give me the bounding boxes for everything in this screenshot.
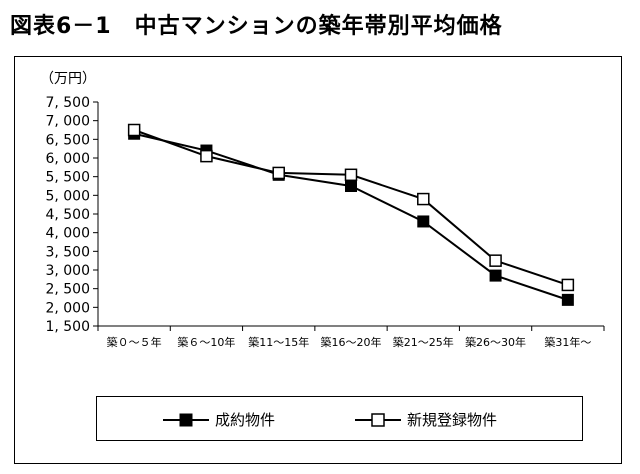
y-tick-label: 6, 000 [45, 151, 90, 167]
data-point-open-square [127, 123, 141, 137]
open-square-marker-icon [355, 412, 401, 427]
data-point-filled-square [345, 180, 357, 192]
y-tick-label: 7, 500 [45, 95, 90, 111]
series-group [127, 123, 575, 306]
series-line [133, 132, 569, 301]
x-category-label: 築０～５年 [107, 335, 162, 349]
y-tick-label: 5, 000 [45, 188, 90, 204]
legend: 成約物件 新規登録物件 [96, 396, 583, 441]
page-title: 図表6－1 中古マンションの築年帯別平均価格 [10, 14, 503, 39]
filled-square-marker-icon [163, 413, 209, 426]
x-category-labels: 築０～５年 築６～10年 築11～15年 築16～20年 築21～25年 築26～30年 築… [107, 335, 592, 349]
legend-item-series-2: 新規登録物件 [355, 397, 497, 442]
data-point-filled-square [561, 293, 574, 306]
data-point-open-square [272, 166, 285, 180]
data-point-open-square [489, 254, 502, 267]
x-category-label: 築６～10年 [177, 335, 235, 349]
y-tick-label: 2, 000 [45, 300, 90, 316]
y-tick-label: 3, 000 [45, 263, 90, 279]
legend-label-series-1: 成約物件 [215, 411, 276, 429]
y-tick-labels: 1, 500 2, 000 2, 500 3, 000 3, 500 4, 000 4, 5… [45, 95, 90, 335]
data-point-open-square [200, 149, 213, 163]
x-category-label: 築16～20年 [321, 335, 382, 349]
y-tick-label: 7, 000 [45, 114, 90, 130]
data-point-filled-square [417, 215, 430, 228]
data-point-filled-square [489, 269, 502, 282]
chart-frame [14, 56, 622, 464]
series-line [133, 129, 569, 286]
y-tick-label: 4, 000 [45, 226, 90, 242]
y-tick-label: 2, 500 [45, 282, 90, 298]
data-point-open-square [561, 278, 575, 292]
data-point-open-square [344, 168, 358, 182]
x-category-label: 築11～15年 [248, 335, 309, 349]
y-tick-label: 4, 500 [45, 207, 90, 223]
y-tick-label: 5, 500 [45, 170, 90, 186]
legend-label-series-2: 新規登録物件 [407, 411, 498, 429]
legend-item-series-1: 成約物件 [163, 397, 275, 442]
y-tick-label: 3, 500 [45, 244, 90, 260]
axes [93, 101, 605, 331]
y-tick-label: 1, 500 [45, 319, 90, 335]
y-axis-unit-label: （万円） [40, 71, 96, 87]
x-category-label: 築21～25年 [393, 335, 454, 349]
data-point-open-square [417, 192, 430, 206]
x-category-label: 築26～30年 [465, 335, 526, 349]
y-tick-label: 6, 500 [45, 132, 90, 148]
x-category-label: 築31年～ [544, 335, 591, 349]
